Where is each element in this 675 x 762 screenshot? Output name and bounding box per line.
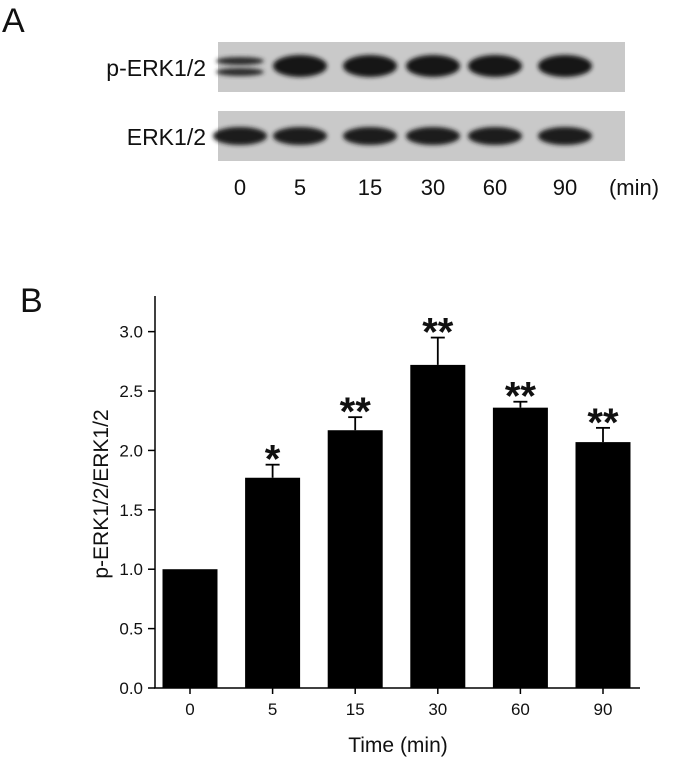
significance-mark: ** bbox=[587, 401, 619, 445]
blot-row-label: ERK1/2 bbox=[127, 124, 206, 150]
significance-mark: * bbox=[265, 438, 281, 482]
blot-band bbox=[216, 68, 264, 76]
lane-label: 5 bbox=[294, 175, 306, 200]
significance-mark: ** bbox=[340, 390, 372, 434]
blot-band bbox=[273, 127, 327, 145]
bar bbox=[575, 442, 631, 688]
blot-band bbox=[468, 55, 522, 77]
y-tick-label: 3.0 bbox=[119, 323, 143, 342]
lane-label: 90 bbox=[553, 175, 577, 200]
significance-mark: ** bbox=[422, 311, 454, 355]
bar bbox=[327, 430, 383, 688]
x-tick-label: 90 bbox=[594, 700, 613, 719]
blot-band bbox=[213, 127, 267, 145]
lane-label: 0 bbox=[234, 175, 246, 200]
y-tick-label: 2.0 bbox=[119, 441, 143, 460]
lane-label: 30 bbox=[421, 175, 445, 200]
x-tick-label: 30 bbox=[428, 700, 447, 719]
x-axis-label: Time (min) bbox=[348, 734, 448, 757]
x-tick-label: 0 bbox=[185, 700, 194, 719]
bar bbox=[162, 569, 218, 688]
y-tick-label: 2.5 bbox=[119, 382, 143, 401]
lane-unit: (min) bbox=[609, 175, 659, 200]
bar bbox=[492, 407, 548, 688]
x-tick-label: 5 bbox=[268, 700, 277, 719]
blot-band bbox=[538, 55, 592, 77]
lane-label: 60 bbox=[483, 175, 507, 200]
blot-band bbox=[538, 127, 592, 145]
blot-band bbox=[343, 55, 397, 77]
blot-row-label: p-ERK1/2 bbox=[106, 55, 206, 81]
blot-band bbox=[273, 55, 327, 77]
y-tick-label: 1.0 bbox=[119, 560, 143, 579]
significance-mark: ** bbox=[505, 375, 537, 419]
bar bbox=[410, 364, 466, 688]
panel-label: A bbox=[2, 2, 25, 40]
blot-band bbox=[468, 127, 522, 145]
blot-band bbox=[406, 55, 460, 77]
panel-label: B bbox=[20, 282, 43, 320]
y-tick-label: 1.5 bbox=[119, 501, 143, 520]
lane-label: 15 bbox=[358, 175, 382, 200]
bar bbox=[245, 477, 301, 688]
y-tick-label: 0.0 bbox=[119, 679, 143, 698]
y-axis-label: p-ERK1/2/ERK1/2 bbox=[90, 409, 113, 578]
y-tick-label: 0.5 bbox=[119, 620, 143, 639]
x-tick-label: 15 bbox=[346, 700, 365, 719]
x-tick-label: 60 bbox=[511, 700, 530, 719]
blot-band bbox=[406, 127, 460, 145]
blot-band bbox=[216, 57, 264, 65]
blot-band bbox=[343, 127, 397, 145]
